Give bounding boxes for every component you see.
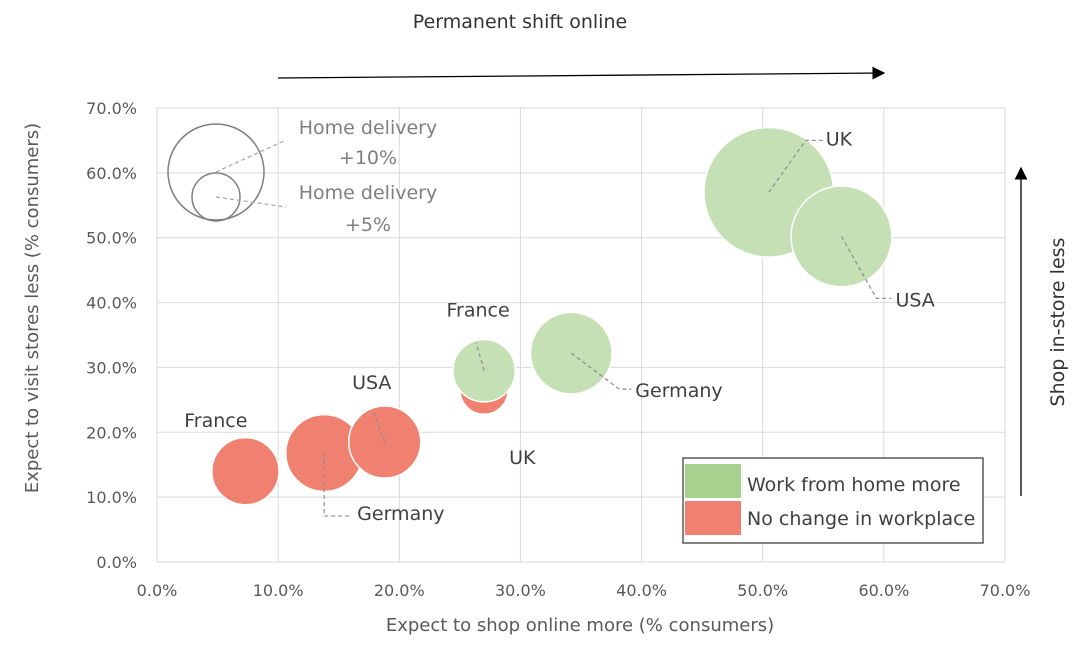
y-axis-ticks: 0.0% 10.0% 20.0% 30.0% 40.0% 50.0% 60.0% 70.0%	[86, 99, 137, 572]
y-axis-title: Expect to visit stores less (% consumers…	[22, 123, 43, 493]
top-arrow-label: Permanent shift online	[413, 11, 627, 33]
bubble-label-leader	[323, 453, 353, 517]
x-tick-label: 40.0%	[616, 581, 667, 600]
x-tick-label: 30.0%	[495, 581, 546, 600]
legend-swatch-no-change	[685, 501, 741, 535]
y-tick-label: 70.0%	[86, 99, 137, 118]
y-tick-label: 0.0%	[96, 553, 137, 572]
size-legend-leader-large	[215, 139, 287, 173]
bubble-label: Germany	[357, 503, 444, 525]
legend-label-no-change: No change in workplace	[747, 508, 975, 530]
bubble-label: UK	[826, 128, 853, 150]
size-legend-leader-small	[215, 196, 287, 208]
bubble-label: Germany	[635, 380, 722, 402]
x-axis-title: Expect to shop online more (% consumers)	[386, 615, 774, 636]
x-tick-label: 0.0%	[137, 581, 178, 600]
size-legend: Home delivery +10% Home delivery +5%	[167, 117, 437, 236]
y-tick-label: 50.0%	[86, 229, 137, 248]
bubble-label: USA	[895, 289, 934, 311]
bubble-labels: UK France Germany USA France Germany UK USA	[184, 128, 935, 525]
bubbles	[211, 126, 893, 506]
x-tick-label: 10.0%	[253, 581, 304, 600]
size-legend-label-small-line2: +5%	[345, 214, 391, 236]
x-axis-ticks: 0.0% 10.0% 20.0% 30.0% 40.0% 50.0% 60.0% 70.0%	[137, 581, 1031, 600]
y-tick-label: 40.0%	[86, 294, 137, 313]
size-legend-circle-small	[191, 172, 241, 222]
bubble-label-leader	[840, 236, 892, 300]
x-tick-label: 20.0%	[374, 581, 425, 600]
legend-swatch-work-from-home	[685, 464, 741, 498]
y-tick-label: 10.0%	[86, 488, 137, 507]
size-legend-circle-large	[167, 123, 265, 221]
bubble-label-leader	[768, 139, 824, 193]
size-legend-label-large-line2: +10%	[339, 147, 397, 169]
bubble-label-leader	[475, 342, 485, 371]
x-tick-label: 50.0%	[737, 581, 788, 600]
right-arrow-label: Shop in-store less	[1047, 238, 1069, 407]
bubble-label-leader	[373, 412, 386, 443]
size-legend-label-small-line1: Home delivery	[299, 182, 437, 204]
bubble-label: UK	[509, 447, 536, 469]
y-tick-label: 20.0%	[86, 423, 137, 442]
y-tick-label: 30.0%	[86, 358, 137, 377]
series-legend: Work from home more No change in workpla…	[682, 457, 984, 544]
bubble-label-leader	[570, 352, 632, 390]
bubble-label: USA	[352, 372, 391, 394]
bubble-no-change-in-workplace-france	[211, 436, 280, 506]
bubble-label: France	[446, 300, 509, 322]
legend-label-work-from-home: Work from home more	[747, 474, 961, 496]
x-tick-label: 70.0%	[980, 581, 1031, 600]
size-legend-label-large-line1: Home delivery	[299, 117, 437, 139]
top-arrow	[277, 66, 886, 80]
x-tick-label: 60.0%	[858, 581, 909, 600]
y-tick-label: 60.0%	[86, 164, 137, 183]
bubble-label: France	[184, 410, 247, 432]
